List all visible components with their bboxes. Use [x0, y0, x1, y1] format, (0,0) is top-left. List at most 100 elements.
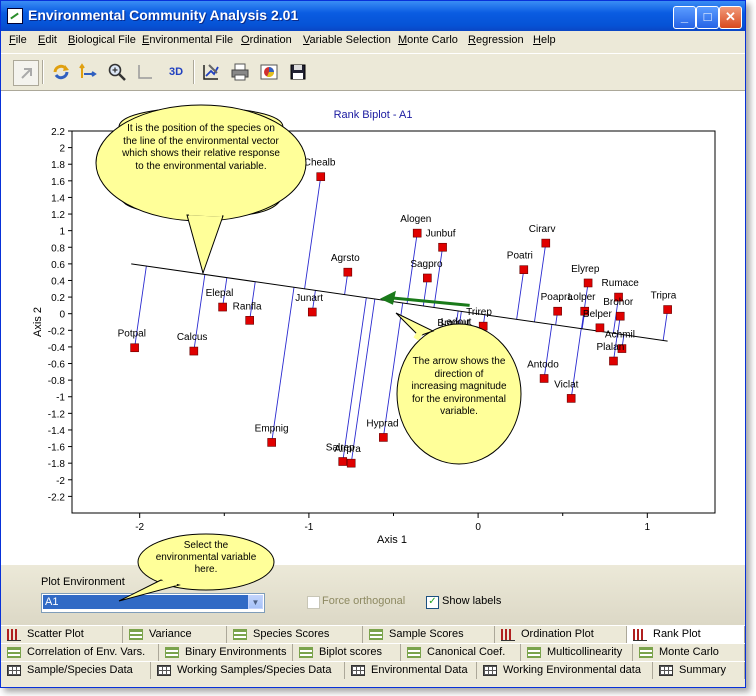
species-point[interactable] [614, 292, 623, 302]
y-tick-label: 1.6 [51, 177, 65, 188]
species-label: Agrsto [331, 253, 360, 264]
callout-arrow: The arrow shows the direction of increas… [395, 312, 522, 465]
menu-biological-file[interactable]: Biological File [68, 34, 136, 46]
tab-ordination-plot[interactable]: Ordination Plot [495, 626, 627, 643]
menu-help[interactable]: Help [533, 34, 556, 46]
tab-canonical-coef[interactable]: Canonical Coef. [401, 644, 521, 661]
species-point[interactable] [583, 278, 593, 288]
menu-variable-selection[interactable]: Variable Selection [303, 34, 391, 46]
print-icon[interactable] [228, 60, 252, 84]
tab-scatter-plot[interactable]: Scatter Plot [1, 626, 123, 643]
species-point[interactable] [346, 458, 356, 468]
species-point[interactable] [663, 305, 672, 314]
flip-axes-icon[interactable] [76, 60, 100, 84]
rotate-icon[interactable] [49, 60, 73, 84]
species-point[interactable] [343, 267, 353, 277]
title-bar[interactable]: Environmental Community Analysis 2.01 _ … [1, 1, 745, 31]
y-tick-label: 2 [59, 144, 65, 155]
grid-icon [483, 665, 497, 676]
species-label: Junart [295, 293, 323, 304]
species-point[interactable] [615, 311, 625, 321]
projection-line [304, 176, 322, 289]
species-point[interactable] [307, 307, 317, 317]
tab-correlation-env-vars[interactable]: Correlation of Env. Vars. [1, 644, 159, 661]
tab-biplot-scores[interactable]: Biplot scores [293, 644, 401, 661]
chevron-down-icon[interactable]: ▼ [248, 595, 263, 609]
tab-sample-species-data[interactable]: Sample/Species Data [1, 662, 151, 679]
axes-icon[interactable] [133, 60, 157, 84]
callout-position: It is the position of the species on the… [95, 104, 307, 275]
species-point[interactable] [189, 346, 199, 356]
species-point[interactable] [412, 228, 422, 238]
species-label: Ledout [441, 317, 472, 328]
tab-rank-plot[interactable]: Rank Plot [627, 626, 745, 643]
species-label: Airpra [334, 444, 361, 455]
tab-working-samples-species-data[interactable]: Working Samples/Species Data [151, 662, 345, 679]
plot-environment-select[interactable]: A1 ▼ [41, 593, 265, 613]
projection-line [570, 328, 582, 399]
menu-edit[interactable]: Edit [38, 34, 57, 46]
tab-environmental-data[interactable]: Environmental Data [345, 662, 477, 679]
menu-regression[interactable]: Regression [468, 34, 524, 46]
species-point[interactable] [423, 273, 432, 283]
projection-line [662, 309, 669, 341]
minimize-button[interactable]: _ [673, 6, 696, 29]
maximize-button[interactable]: □ [696, 6, 719, 29]
projection-line [350, 298, 376, 464]
y-tick-label: 0.6 [51, 260, 65, 271]
species-point[interactable] [245, 316, 254, 325]
menu-environmental-file[interactable]: Environmental File [142, 34, 234, 46]
3d-icon[interactable]: 3D [164, 60, 188, 84]
menu-monte-carlo[interactable]: Monte Carlo [398, 34, 458, 46]
menu-file[interactable]: File [9, 34, 27, 46]
export-icon[interactable] [257, 60, 281, 84]
species-point[interactable] [379, 433, 388, 442]
save-icon[interactable] [286, 60, 310, 84]
species-point[interactable] [130, 343, 139, 353]
species-label: Junbuf [426, 228, 456, 239]
tab-monte-carlo[interactable]: Monte Carlo [633, 644, 745, 661]
species-point[interactable] [438, 242, 447, 252]
app-icon [7, 8, 23, 24]
species-point[interactable] [519, 265, 529, 274]
x-tick-label: 0 [475, 522, 481, 533]
tab-sample-scores[interactable]: Sample Scores [363, 626, 495, 643]
zoom-icon[interactable] [105, 60, 129, 84]
callout-arrow-text: The arrow shows the direction of increas… [411, 356, 507, 417]
tab-binary-environments[interactable]: Binary Environments [159, 644, 293, 661]
projection-line [543, 324, 553, 379]
species-point[interactable] [338, 457, 348, 466]
tab-working-environmental-data[interactable]: Working Environmental data [477, 662, 653, 679]
species-point[interactable] [566, 394, 576, 403]
species-label: Brohor [603, 297, 634, 308]
tab-row-3: Sample/Species Data Working Samples/Spec… [1, 661, 745, 680]
species-label: Cirarv [529, 224, 556, 235]
species-point[interactable] [609, 356, 618, 366]
pointer-icon[interactable] [13, 60, 39, 86]
species-label: Alogen [400, 214, 431, 225]
chart-properties-icon[interactable] [199, 60, 223, 84]
tab-multicollinearity[interactable]: Multicollinearity [521, 644, 633, 661]
species-point[interactable] [580, 306, 590, 316]
species-label: Salrep [326, 443, 355, 454]
species-point[interactable] [316, 172, 326, 181]
tab-summary[interactable]: Summary [653, 662, 745, 679]
menu-ordination[interactable]: Ordination [241, 34, 292, 46]
chart-icon [501, 629, 515, 641]
species-point[interactable] [267, 438, 276, 447]
species-point[interactable] [539, 374, 549, 383]
force-orthogonal-checkbox[interactable] [307, 596, 320, 609]
y-tick-label: 0.2 [51, 293, 65, 304]
environmental-vector-line [131, 263, 668, 342]
close-button[interactable]: ✕ [719, 6, 742, 29]
species-point[interactable] [218, 302, 227, 312]
species-point[interactable] [595, 323, 605, 333]
species-point[interactable] [541, 238, 551, 248]
show-labels-checkbox[interactable]: ✓ [426, 596, 439, 609]
table-icon [7, 647, 21, 658]
tab-species-scores[interactable]: Species Scores [227, 626, 363, 643]
tab-variance[interactable]: Variance [123, 626, 227, 643]
callout-position-text: It is the position of the species on the… [122, 123, 280, 172]
species-point[interactable] [617, 344, 627, 353]
species-point[interactable] [553, 306, 562, 316]
